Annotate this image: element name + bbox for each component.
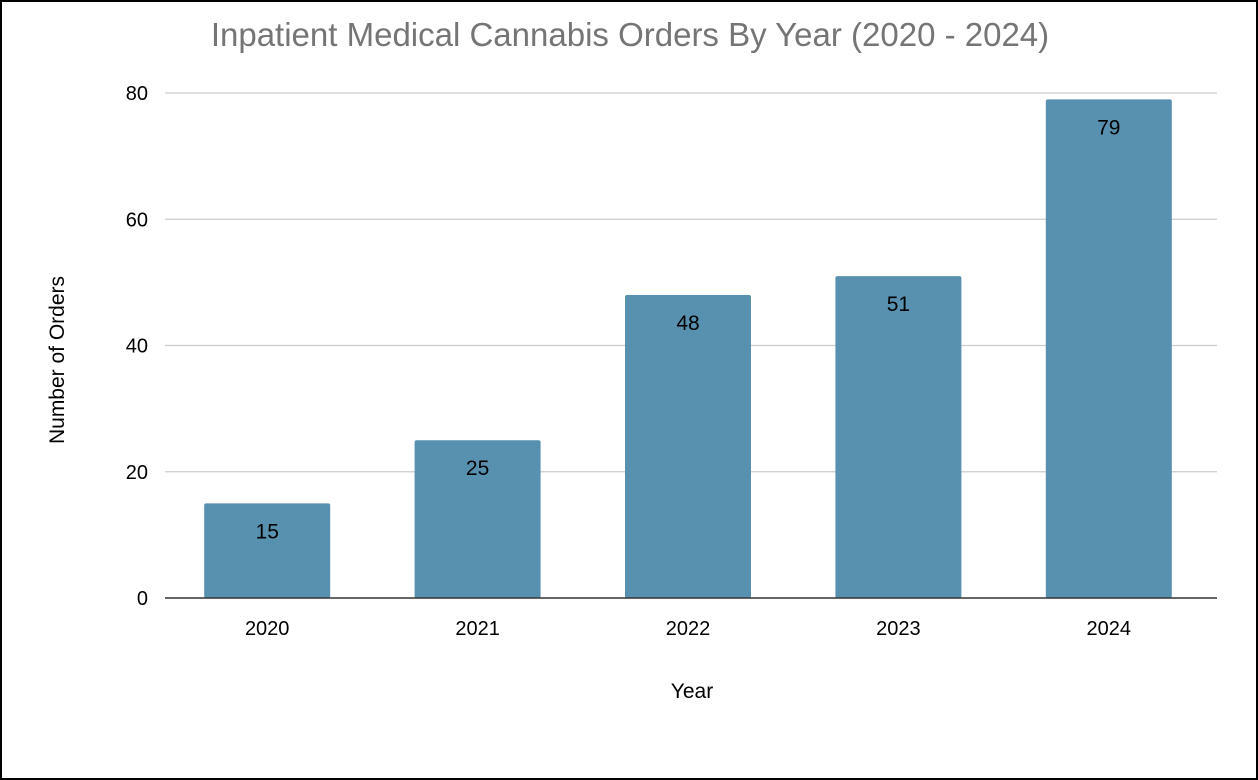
bar-2023 xyxy=(835,276,962,598)
x-axis-label: Year xyxy=(671,680,713,703)
x-tick-label: 2023 xyxy=(876,618,921,640)
bar-2021 xyxy=(414,440,541,598)
x-tick-label: 2024 xyxy=(1087,618,1132,640)
x-tick-label: 2022 xyxy=(666,618,711,640)
y-tick-label: 40 xyxy=(126,336,148,358)
y-tick-label: 0 xyxy=(137,588,148,610)
bar-2020 xyxy=(204,503,331,598)
bar-2022 xyxy=(625,295,751,598)
y-axis-label: Number of Orders xyxy=(46,276,69,444)
chart-title: Inpatient Medical Cannabis Orders By Yea… xyxy=(211,16,1049,53)
y-tick-label: 60 xyxy=(126,209,148,231)
bar-2024 xyxy=(1045,99,1172,598)
data-label: 79 xyxy=(1097,116,1120,139)
data-label: 51 xyxy=(887,293,910,316)
data-label: 15 xyxy=(256,520,279,543)
data-label: 25 xyxy=(466,457,489,480)
x-tick-label: 2021 xyxy=(455,618,500,640)
y-tick-label: 20 xyxy=(126,462,148,484)
x-tick-label: 2020 xyxy=(245,618,290,640)
data-label: 48 xyxy=(676,312,699,335)
y-tick-label: 80 xyxy=(126,83,148,105)
